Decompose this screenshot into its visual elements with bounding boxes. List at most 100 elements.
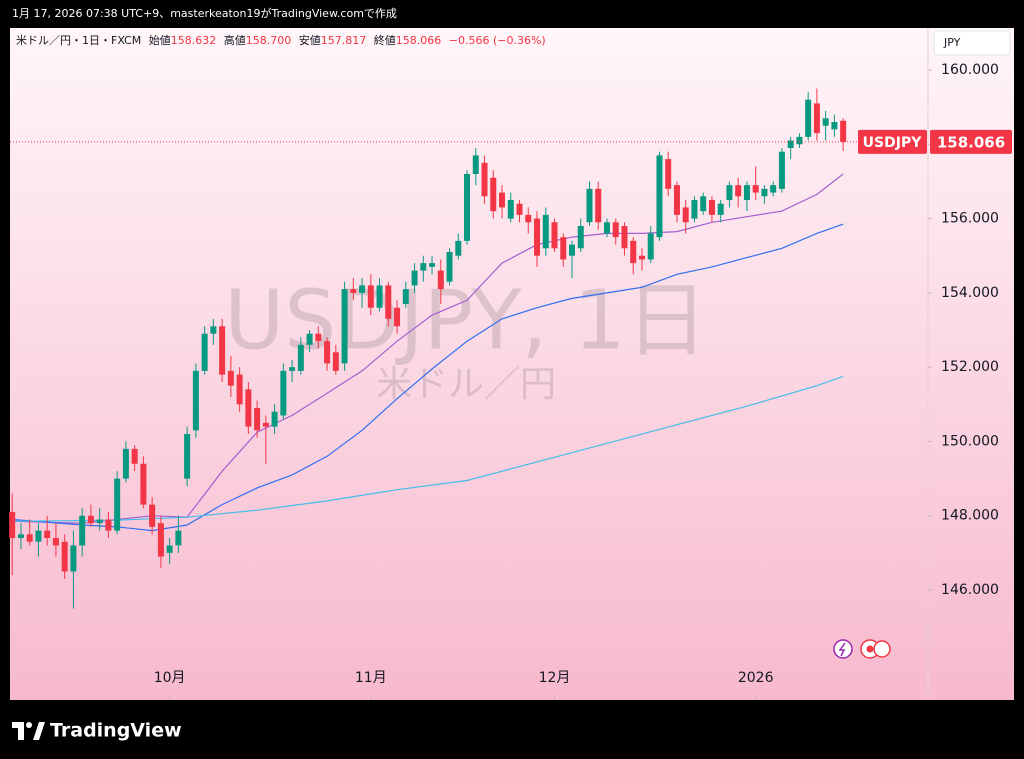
candle-body [192,370,199,431]
candle-body [638,255,645,260]
watermark-subtitle: 米ドル／円 [376,364,556,405]
candle-body [315,333,322,342]
candle-body [227,370,234,386]
candle-body [367,285,374,308]
candle-body [787,140,794,148]
moving-average [12,375,844,522]
candle-body [464,173,471,241]
watermark-title: USDJPY, 1日 [224,273,707,368]
candle-body [805,99,812,137]
candle-body [236,374,243,405]
logo-mark [26,722,32,728]
candle-body [665,159,672,189]
candle-body [770,185,777,193]
candle-body [708,199,715,215]
candle-body [621,225,628,249]
candle-body [131,448,138,464]
candle-body [603,222,610,234]
candle-body [201,333,208,371]
candle-body [61,541,68,572]
candle-body [175,530,182,546]
ticker-tag [858,129,927,154]
candle-body [184,434,191,479]
high-value: 158.700 [246,34,292,47]
candle-body [682,207,689,223]
x-tick-label: 10月 [154,670,186,686]
candle-body [490,177,497,212]
candle-body [341,289,348,364]
icon[interactable] [833,639,853,659]
currency-box[interactable] [933,30,1011,56]
candle-body [516,203,523,215]
logo-mark [12,722,24,740]
candle-body [350,289,357,293]
brand-name: TradingView [50,720,182,742]
x-tick-label: 11月 [355,670,387,686]
y-tick-label: 152.000 [941,359,999,375]
candle-body [324,341,331,364]
candle-body [271,411,278,427]
price-tag [930,129,1012,154]
candle-body [752,185,759,193]
candle-body [743,185,750,200]
high-name: 高値 [224,33,246,47]
candle-body [411,270,418,286]
candle-body [210,326,217,334]
candle-body [420,263,427,271]
moving-average [12,223,844,532]
candle-body [472,155,479,174]
candle-body [79,515,86,546]
candle-body [44,530,51,539]
close-value: 158.066 [396,34,442,47]
candle-body [394,307,401,327]
candle-body [429,263,436,267]
candle-body [778,151,785,189]
icon[interactable] [873,640,891,658]
icon-glyph [866,645,874,653]
candle-body [26,534,33,542]
candle-body [831,121,838,130]
y-tick-label: 160.000 [941,62,999,78]
candle-body [656,155,663,238]
ticker-tag-label: USDJPY [863,135,923,151]
y-tick-label: 148.000 [941,508,999,524]
candle-body [289,367,296,371]
open-name: 始値 [149,33,171,47]
y-tick-label: 156.000 [941,211,999,227]
toolbar-icons [833,639,891,659]
candle-body [673,185,680,215]
candle-body [691,199,698,219]
candle-body [376,285,383,308]
candle-body [560,237,567,260]
candle-body [437,270,444,290]
y-tick-label: 154.000 [941,285,999,301]
low-value: 157.817 [321,34,367,47]
candle-body [499,192,506,208]
candle-body [52,538,59,546]
candle-body [402,289,409,305]
candle-body [700,196,707,212]
caption: 1月 17, 2026 07:38 UTC+9、masterkeaton19がT… [12,6,397,20]
candle-body [813,103,820,134]
candle-body [586,188,593,223]
candle-body [385,285,392,319]
candle-body [359,285,366,293]
candle-body [280,370,287,416]
candle-body [612,222,619,238]
candle-body [534,218,541,256]
candle-body [542,214,549,249]
candle-body [647,233,654,260]
candle-body [122,448,129,479]
candle-body [87,515,94,524]
legend: 米ドル／円・1日・FXCM 始値158.632 高値158.700 安値157.… [16,33,546,47]
open-value: 158.632 [171,34,217,47]
candle-body [840,120,847,142]
candle-body [577,225,584,249]
candle-body [525,214,532,223]
candle-body [105,519,112,531]
candle-body [297,344,304,371]
candle-body [551,222,558,249]
candle-body [166,545,173,553]
